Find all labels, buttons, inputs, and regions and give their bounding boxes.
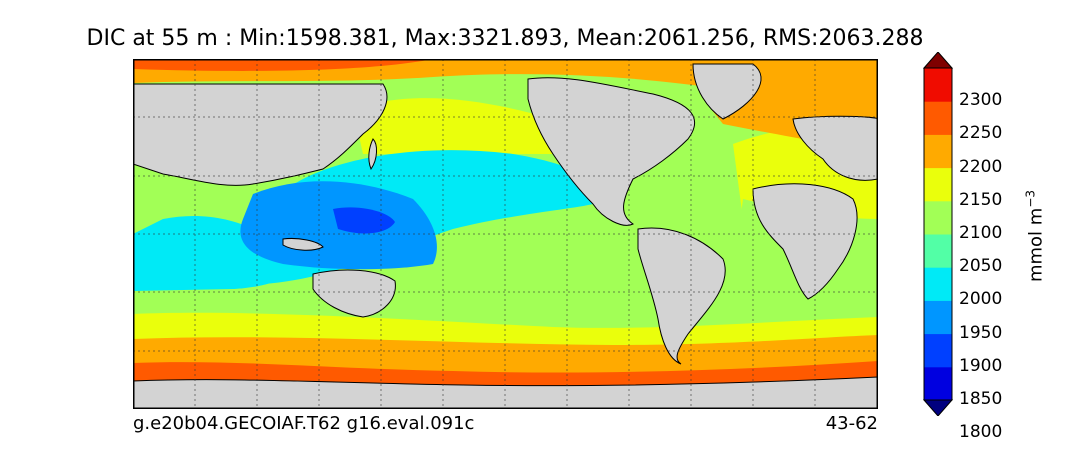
map-title: DIC at 55 m : Min:1598.381, Max:3321.893… [86,26,924,51]
colorbar-outline [923,67,953,401]
colorbar-tick-label: 1950 [959,322,1003,343]
colorbar-block [924,267,952,301]
colorbar-tick-label: 2200 [959,156,1003,177]
colorbar-min-arrow [922,399,954,416]
colorbar-block [924,200,952,235]
colorbar-block [924,134,952,169]
land-south-america [637,227,726,365]
land-indonesia [282,238,324,251]
unit-exponent: −3 [1023,189,1038,208]
colorbar-tick-label: 2150 [959,189,1003,210]
colorbar-block [924,68,952,102]
land-australia [312,269,396,318]
colorbar-block [924,300,952,335]
land-north-america [527,77,696,226]
colorbar-block [924,333,952,368]
dic-map [133,59,878,409]
colorbar-max-arrow [922,52,954,69]
years-caption: 43-62 [825,413,878,434]
colorbar-tick-label: 2300 [959,90,1003,111]
north-pacific-2150 [353,98,565,154]
colorbar-tick-label: 2250 [959,123,1003,144]
colorbar-block [924,167,952,202]
colorbar-tick-label: 2100 [959,223,1003,243]
colorbar [922,52,954,416]
land-africa [752,183,858,300]
land-greenland [692,63,762,120]
colorbar-tick-label: 1900 [959,355,1003,376]
colorbar-tick-label: 1800 [959,422,1003,443]
colorbar-block [924,101,952,135]
colorbar-block [924,234,952,268]
experiment-caption: g.e20b04.GECOIAF.T62 g16.eval.091c [133,413,475,434]
arctic-2250 [133,59,433,71]
colorbar-tick-label: 1850 [959,389,1003,409]
colorbar-unit-label: mmol m−3 [1024,190,1047,282]
land-europe [792,115,878,181]
warm-pool-1900 [333,207,395,234]
colorbar-block [924,366,952,401]
arctic-2200 [133,59,878,129]
colorbar-tick-label: 2000 [959,289,1003,310]
unit-main: mmol m [1025,207,1047,283]
land-japan [368,138,377,171]
colorbar-tick-label: 2050 [959,256,1003,277]
